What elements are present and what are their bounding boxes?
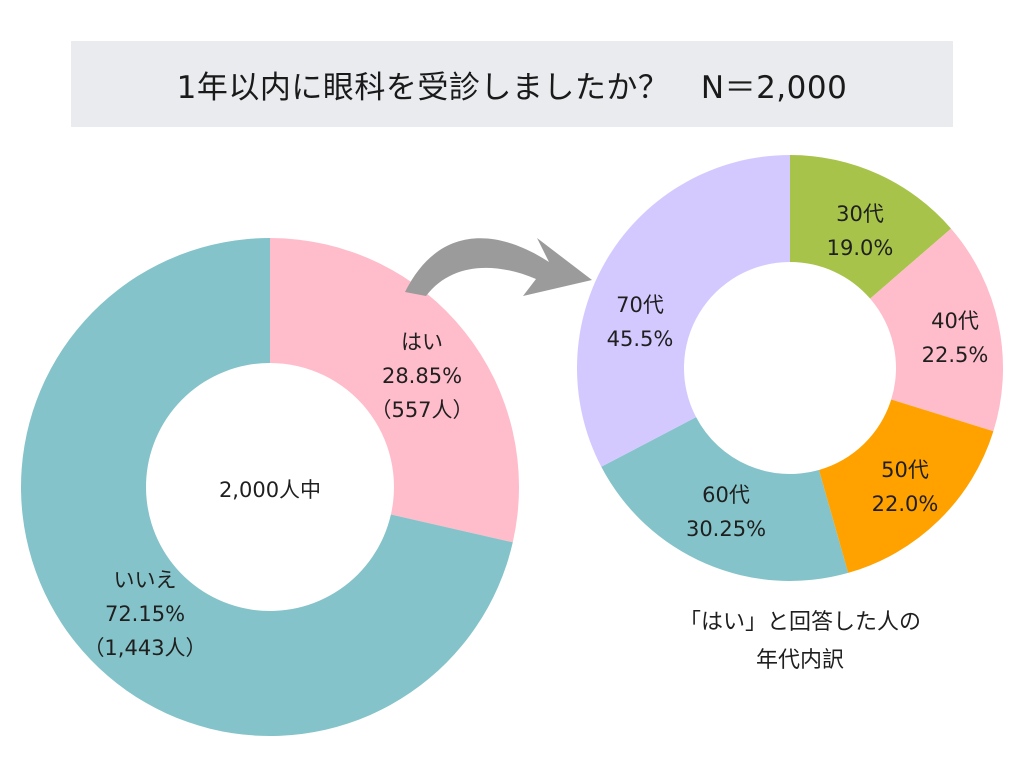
left-donut-slice-1 [21,238,513,736]
right-donut-slice-4-label: 70代 [616,293,664,317]
right-donut-slice-2-display: 22.0% [872,492,939,516]
right-donut-slice-0-display: 19.0% [827,236,894,260]
left-donut-slice-1-label: いいえ [114,568,177,592]
right-donut-slice-2-label: 50代 [881,458,929,482]
right-donut-slice-3-label: 60代 [702,483,750,507]
left-donut-slice-1-display: 72.15% [105,602,185,626]
right-donut-slice-0 [790,155,952,299]
left-donut-slice-0-label: はい [401,330,443,354]
right-donut-slice-0-label: 30代 [836,202,884,226]
title-banner: 1年以内に眼科を受診しましたか？ N＝2,000 [71,41,953,127]
left-center-label: 2,000人中 [219,478,321,502]
right-donut-slice-3-display: 30.25% [686,517,766,541]
curved-arrow-right-icon [405,238,592,296]
left-donut-slice-0-display: 28.85% [382,364,462,388]
right-caption-line1: 「はい」と回答した人の [679,610,921,635]
right-donut-slice-1 [870,228,1003,432]
right-donut-slice-1-label: 40代 [931,309,979,333]
right-donut-slice-4-display: 45.5% [607,327,674,351]
left-donut-slice-0-count: （557人） [370,398,473,422]
right-caption-line2: 年代内訳 [756,648,844,673]
right-donut-chart: 30代 19.0% 40代 22.5% 50代 22.0% 60代 30.25% 70代 45.5… [576,155,1003,582]
right-donut-slice-1-display: 22.5% [922,343,989,367]
left-donut-chart: はい 28.85% （557人） いいえ 72.15% （1,443人） [21,238,519,736]
right-donut-slice-4 [576,155,790,467]
left-donut-slice-1-count: （1,443人） [83,636,206,660]
chart-title: 1年以内に眼科を受診しましたか？ N＝2,000 [176,69,848,106]
left-donut-slice-0 [270,238,519,543]
right-donut-slice-2 [818,399,994,573]
right-donut-slice-3 [601,417,849,582]
